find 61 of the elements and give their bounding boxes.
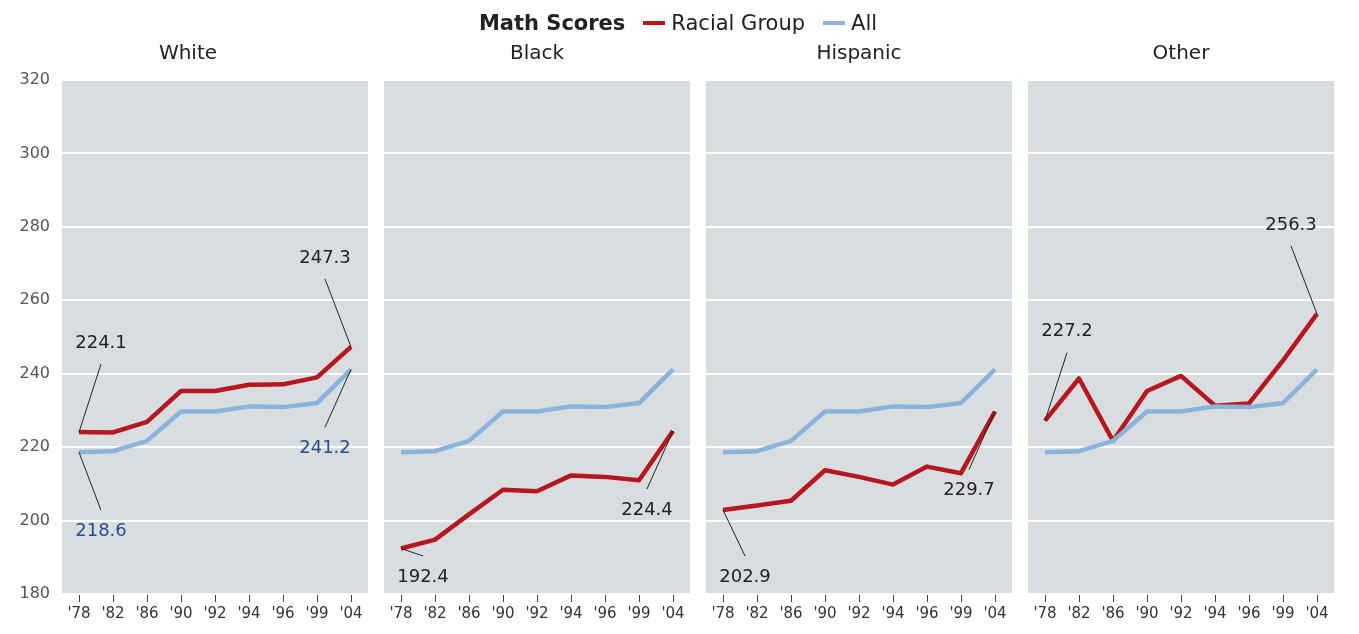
x-tick-label: '96 — [593, 603, 617, 622]
x-tick-label: '90 — [169, 603, 193, 622]
data-label: 227.2 — [1041, 319, 1093, 341]
x-tick-label: '04 — [1305, 603, 1329, 622]
data-label: 229.7 — [943, 478, 995, 500]
data-label: 224.4 — [621, 497, 673, 519]
data-label: 247.3 — [299, 245, 351, 267]
data-label: 202.9 — [719, 564, 771, 586]
x-tick-label: '78 — [67, 603, 91, 622]
chart-title: Other — [1152, 40, 1211, 65]
data-label: 192.4 — [397, 564, 449, 586]
x-tick-label: '90 — [813, 603, 837, 622]
x-tick-label: '82 — [101, 603, 125, 622]
x-tick-label: '82 — [1067, 603, 1091, 622]
x-tick-label: '94 — [881, 603, 905, 622]
x-tick-label: '99 — [1271, 603, 1295, 622]
x-tick-label: '99 — [627, 603, 651, 622]
legend-label: All — [851, 11, 878, 35]
x-tick-label: '92 — [1169, 603, 1193, 622]
data-label: 218.6 — [75, 518, 127, 540]
x-tick-label: '96 — [915, 603, 939, 622]
x-tick-label: '86 — [457, 603, 481, 622]
chart-title: Black — [509, 40, 565, 65]
y-tick-label: 240 — [19, 362, 50, 382]
y-tick-label: 200 — [19, 509, 50, 529]
x-tick-label: '90 — [491, 603, 515, 622]
x-tick-label: '96 — [1237, 603, 1261, 622]
legend-label: Racial Group — [671, 11, 806, 35]
y-tick-label: 300 — [19, 142, 50, 162]
x-tick-label: '94 — [559, 603, 583, 622]
x-tick-label: '96 — [271, 603, 295, 622]
x-tick-label: '04 — [661, 603, 685, 622]
x-tick-label: '92 — [203, 603, 227, 622]
x-tick-label: '99 — [949, 603, 973, 622]
y-tick-label: 280 — [19, 216, 50, 236]
data-label: 241.2 — [299, 435, 351, 457]
x-tick-label: '04 — [983, 603, 1007, 622]
y-tick-label: 180 — [19, 583, 50, 603]
x-tick-label: '99 — [305, 603, 329, 622]
x-tick-label: '92 — [525, 603, 549, 622]
legend-title: Math Scores — [478, 11, 626, 35]
x-tick-label: '82 — [423, 603, 447, 622]
chart-title: Hispanic — [816, 40, 902, 65]
x-tick-label: '78 — [389, 603, 413, 622]
x-tick-label: '04 — [339, 603, 363, 622]
y-tick-label: 260 — [19, 289, 50, 309]
x-tick-label: '78 — [711, 603, 735, 622]
data-label: 224.1 — [75, 330, 127, 352]
x-tick-label: '92 — [847, 603, 871, 622]
x-tick-label: '86 — [1101, 603, 1125, 622]
x-tick-label: '90 — [1135, 603, 1159, 622]
x-tick-label: '94 — [1203, 603, 1227, 622]
x-tick-label: '82 — [745, 603, 769, 622]
y-tick-label: 220 — [19, 436, 50, 456]
x-tick-label: '86 — [135, 603, 159, 622]
data-label: 256.3 — [1265, 212, 1317, 234]
x-tick-label: '86 — [779, 603, 803, 622]
x-tick-label: '94 — [237, 603, 261, 622]
y-tick-label: 320 — [19, 69, 50, 89]
x-tick-label: '78 — [1033, 603, 1057, 622]
chart-title: White — [158, 40, 218, 65]
